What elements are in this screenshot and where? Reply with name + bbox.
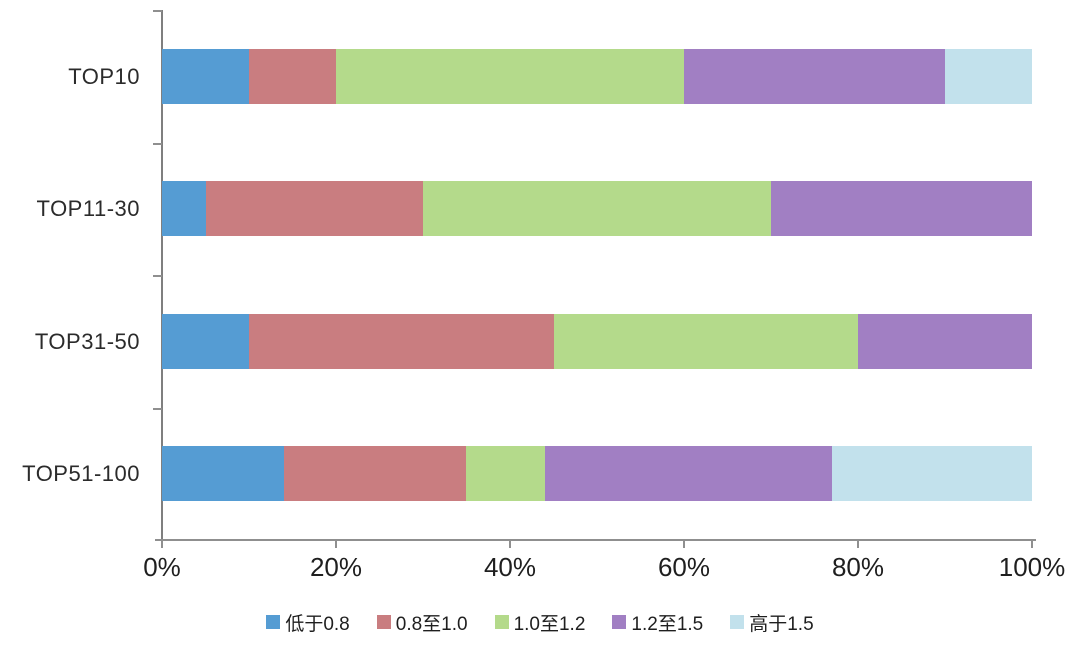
bar-segment	[336, 48, 684, 104]
bar-segment	[162, 181, 206, 237]
bar-segment	[423, 181, 771, 237]
legend-item: 1.0至1.2	[494, 609, 586, 636]
bar-segment	[771, 181, 1032, 237]
legend-label: 1.2至1.5	[631, 613, 704, 635]
bar-segment	[544, 446, 832, 502]
bar-segment	[162, 313, 249, 369]
bar-segment	[553, 313, 858, 369]
bar-segment	[205, 181, 423, 237]
x-axis-tick-mark	[509, 541, 511, 548]
x-axis-tick-mark	[683, 541, 685, 548]
bar-segment	[684, 48, 945, 104]
category-tick-mark	[153, 10, 162, 12]
legend-item: 0.8至1.0	[376, 609, 468, 636]
bar-segment	[162, 446, 284, 502]
legend-item: 1.2至1.5	[612, 609, 703, 636]
category-label: TOP10	[68, 63, 140, 89]
legend-swatch-icon	[612, 615, 627, 629]
x-axis-tick-label: 60%	[657, 552, 711, 582]
bar-segment	[249, 48, 336, 104]
bar-row	[162, 48, 1032, 104]
y-axis-line	[161, 10, 163, 541]
x-axis-line	[155, 539, 1036, 541]
x-axis-tick-label: 20%	[309, 552, 363, 582]
bar-segment	[858, 313, 1032, 369]
bar-segment	[283, 446, 467, 502]
category-label: TOP51-100	[22, 461, 140, 487]
x-axis-tick-mark	[161, 541, 163, 548]
legend-swatch-icon	[376, 615, 391, 629]
category-tick-mark	[153, 407, 162, 410]
plot-area	[162, 10, 1032, 540]
bar-row	[162, 181, 1032, 237]
legend-item: 高于1.5	[730, 609, 814, 636]
bar-segment	[249, 313, 554, 369]
x-axis-tick-label: 100%	[998, 552, 1066, 582]
x-axis-tick-label: 80%	[831, 552, 885, 582]
legend-swatch-icon	[730, 615, 745, 629]
category-tick-mark	[153, 275, 162, 277]
bar-row	[162, 313, 1032, 369]
category-label: TOP11-30	[36, 196, 140, 222]
x-axis-tick-mark	[1031, 541, 1033, 548]
x-axis-tick-label: 40%	[483, 552, 537, 582]
bar-segment	[945, 48, 1032, 104]
category-label: TOP31-50	[34, 328, 140, 354]
bar-segment	[162, 48, 249, 104]
legend: 低于0.8 0.8至1.0 1.0至1.2 1.2至1.5 高于1.5	[0, 606, 1080, 638]
bar-row	[162, 446, 1032, 502]
legend-label: 0.8至1.0	[395, 613, 468, 635]
legend-label: 高于1.5	[749, 613, 814, 635]
x-axis-tick-mark	[335, 541, 337, 548]
legend-swatch-icon	[266, 615, 281, 629]
legend-label: 低于0.8	[285, 613, 350, 635]
x-axis-tick-label: 0%	[143, 552, 181, 582]
x-axis-tick-mark	[857, 541, 859, 548]
legend-item: 低于0.8	[266, 609, 350, 636]
category-tick-mark	[153, 142, 162, 145]
bar-segment	[831, 446, 1032, 502]
bar-segment	[466, 446, 545, 502]
legend-swatch-icon	[494, 615, 509, 629]
legend-label: 1.0至1.2	[513, 613, 586, 635]
